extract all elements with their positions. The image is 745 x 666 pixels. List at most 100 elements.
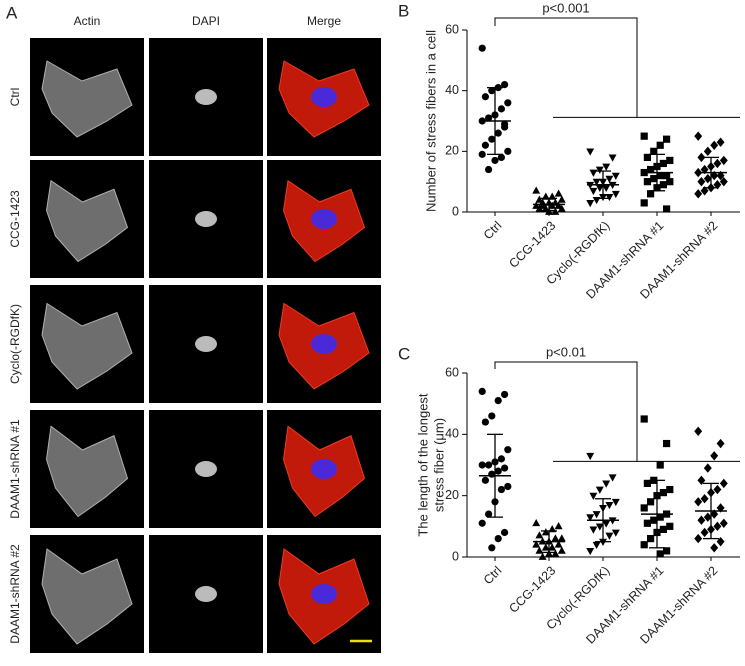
data-point	[485, 510, 493, 518]
data-point	[488, 412, 496, 420]
y-tick-label: 40	[445, 83, 459, 97]
data-point	[497, 455, 505, 463]
data-point	[538, 552, 547, 560]
row-label: Ctrl	[8, 88, 22, 107]
data-point	[532, 518, 541, 527]
data-point	[497, 485, 505, 494]
data-point	[488, 135, 496, 143]
data-point	[710, 543, 719, 553]
data-point	[501, 390, 509, 399]
data-point	[602, 480, 611, 488]
x-tick-label: CCG-1423	[506, 219, 558, 271]
data-point	[647, 190, 655, 198]
data-point	[589, 187, 598, 196]
y-tick-label: 40	[445, 427, 459, 441]
data-point	[485, 165, 493, 174]
data-point	[666, 522, 674, 530]
data-point	[485, 461, 493, 469]
row-label: CCG-1423	[8, 190, 22, 248]
data-point	[541, 528, 550, 536]
y-tick-label: 60	[445, 22, 459, 36]
data-point	[485, 114, 493, 122]
data-point	[504, 446, 512, 454]
data-point	[713, 158, 722, 169]
data-point	[586, 514, 595, 522]
data-point	[605, 532, 614, 540]
significance-bracket	[494, 17, 638, 118]
data-point	[643, 153, 651, 161]
data-point	[666, 178, 674, 186]
data-point	[700, 494, 709, 504]
data-point	[554, 540, 563, 548]
y-tick-label: 0	[452, 204, 459, 218]
data-point	[592, 178, 601, 186]
data-point	[595, 184, 604, 193]
data-point	[713, 521, 722, 532]
x-tick-label: Ctrl	[481, 564, 505, 588]
data-point	[481, 418, 489, 426]
data-point	[491, 156, 499, 165]
cell-shape	[41, 302, 133, 390]
data-point	[494, 535, 502, 543]
data-point	[703, 463, 712, 473]
y-axis-label: The length of the longest	[415, 393, 430, 536]
data-point	[478, 519, 486, 527]
data-point	[694, 533, 703, 544]
data-point	[481, 141, 489, 149]
data-point	[599, 538, 607, 546]
data-point	[611, 172, 620, 180]
data-point	[532, 186, 541, 194]
data-point	[551, 534, 560, 542]
data-point	[586, 200, 595, 208]
data-point	[697, 475, 706, 486]
data-point	[659, 489, 667, 497]
data-point	[589, 492, 598, 500]
data-point	[703, 173, 712, 184]
column-header: Merge	[307, 14, 341, 28]
data-point	[602, 520, 611, 528]
data-point	[488, 87, 496, 95]
data-point	[700, 527, 709, 538]
panel-label: C	[398, 344, 410, 363]
data-point	[647, 498, 655, 506]
data-point	[605, 501, 614, 510]
data-point	[554, 522, 563, 530]
data-point	[592, 511, 601, 519]
y-tick-label: 60	[445, 365, 459, 379]
data-point	[595, 166, 604, 174]
data-point	[494, 129, 502, 137]
x-tick-label: CCG-1423	[506, 564, 558, 616]
data-point	[656, 513, 664, 521]
data-point	[605, 193, 614, 202]
significance-bracket	[494, 361, 638, 462]
y-axis-label: Number of stress fibers in a cell	[423, 30, 438, 212]
data-point	[666, 156, 674, 165]
significance-label: p<0.001	[542, 0, 589, 15]
data-point	[557, 204, 566, 212]
data-point	[611, 529, 620, 537]
data-point	[586, 547, 595, 556]
data-point	[481, 93, 489, 101]
data-point	[716, 137, 725, 147]
data-point	[640, 541, 648, 549]
data-point	[557, 546, 566, 554]
data-point	[716, 503, 725, 513]
data-point	[608, 154, 617, 162]
data-point	[703, 512, 712, 522]
data-point	[551, 207, 560, 215]
data-point	[478, 461, 486, 469]
data-point	[545, 207, 553, 215]
data-point	[545, 549, 553, 557]
data-point	[650, 175, 658, 183]
data-point	[659, 181, 667, 189]
data-point	[640, 415, 648, 423]
row-label: Cyclo(-RGDfK)	[8, 304, 22, 384]
data-point	[643, 178, 651, 186]
nucleus	[311, 459, 337, 479]
data-point	[656, 172, 664, 180]
data-point	[541, 543, 550, 551]
data-point	[640, 199, 648, 207]
data-point	[710, 451, 719, 461]
data-point	[716, 170, 725, 181]
data-point	[501, 120, 509, 128]
